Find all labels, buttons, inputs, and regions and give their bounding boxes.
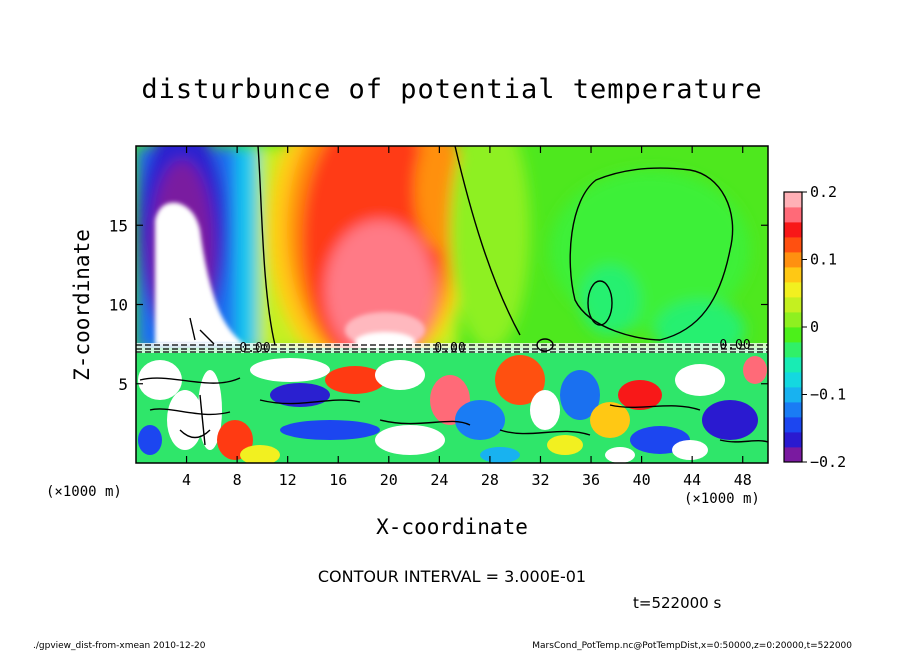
x-tick-label: 28 [481, 471, 499, 489]
contour-value-label: 0.00 [239, 341, 270, 356]
y-tick-label: 15 [109, 216, 128, 235]
x-tick-label: 32 [531, 471, 549, 489]
y-tick-label: 10 [109, 296, 128, 315]
x-tick-label: 4 [182, 471, 191, 489]
colorbar-swatch [784, 252, 802, 268]
time-label: t=522000 s [633, 594, 722, 612]
colorbar-swatch [784, 312, 802, 328]
colorbar-swatch [784, 417, 802, 433]
colorbar-swatch [784, 237, 802, 253]
x-tick-label: 24 [430, 471, 448, 489]
colorbar-swatch [784, 282, 802, 298]
colorbar-ticks: 0.2 0.1 0 −0.1 −0.2 [802, 183, 846, 471]
contour-value-label: 0.00 [719, 338, 750, 353]
colorbar-swatch [784, 342, 802, 358]
colorbar-tick-label: 0.1 [810, 251, 837, 269]
colorbar-swatch [784, 207, 802, 223]
colorbar-swatch [784, 372, 802, 388]
y-axis: 5 10 15 [109, 216, 768, 394]
colorbar-tick-label: 0.2 [810, 183, 837, 201]
footer-data-source: MarsCond_PotTemp.nc@PotTempDist,x=0:5000… [532, 641, 852, 651]
x-tick-label: 44 [683, 471, 701, 489]
y-tick-label: 5 [118, 375, 128, 394]
contour-interval-label: CONTOUR INTERVAL = 3.000E-01 [317, 567, 587, 586]
colorbar-swatch [784, 432, 802, 448]
y-axis-label: Z-coordinate [70, 229, 94, 381]
colorbar-tick-label: −0.1 [810, 386, 846, 404]
contour-labels: 0.00 0.00 0.00 [239, 338, 750, 356]
x-axis: 4 8 12 16 20 24 28 32 36 40 44 48 [182, 146, 752, 489]
x-tick-label: 40 [633, 471, 651, 489]
colorbar-swatch [784, 447, 802, 463]
colorbar-tick-label: −0.2 [810, 453, 846, 471]
colorbar [784, 192, 802, 463]
footer-script-info: ./gpview_dist-from-xmean 2010-12-20 [33, 641, 206, 651]
colorbar-swatch [784, 267, 802, 283]
x-axis-label: X-coordinate [376, 515, 528, 539]
x-tick-label: 12 [279, 471, 297, 489]
colorbar-tick-label: 0 [810, 318, 819, 336]
heatmap-field [136, 146, 768, 463]
x-unit-label-right: (×1000 m) [684, 491, 760, 507]
chart-title: disturbunce of potential temperature [141, 74, 763, 105]
colorbar-swatch [784, 357, 802, 373]
colorbar-swatch [784, 222, 802, 238]
colorbar-swatch [784, 327, 802, 343]
x-tick-label: 20 [380, 471, 398, 489]
x-tick-label: 48 [734, 471, 752, 489]
x-unit-label-left: (×1000 m) [46, 484, 122, 500]
colorbar-swatch [784, 387, 802, 403]
x-tick-label: 8 [233, 471, 242, 489]
x-tick-label: 36 [582, 471, 600, 489]
x-tick-label: 16 [329, 471, 347, 489]
contour-value-label: 0.00 [434, 341, 465, 356]
colorbar-swatch [784, 402, 802, 418]
colorbar-swatch [784, 192, 802, 208]
colorbar-swatch [784, 297, 802, 313]
